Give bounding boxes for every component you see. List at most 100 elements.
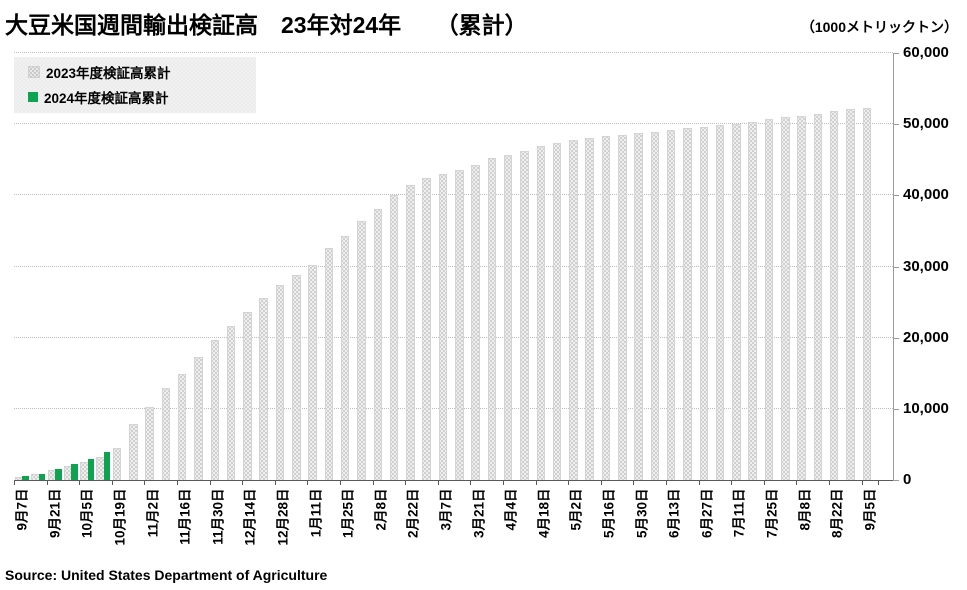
- y-tick-label: 10,000: [903, 399, 949, 417]
- x-tick: [372, 480, 374, 485]
- bar-2023: [194, 356, 203, 480]
- bar-2023: [438, 174, 448, 480]
- x-tick-label: 5月30日: [634, 488, 650, 539]
- x-tick: [144, 480, 146, 485]
- bar-2023: [666, 130, 676, 480]
- x-tick: [829, 480, 830, 485]
- bar-2023: [813, 113, 823, 480]
- bar-2023: [781, 117, 790, 480]
- bar-2024: [38, 473, 46, 480]
- x-tick: [763, 480, 765, 485]
- x-tick-label: 5月16日: [601, 488, 617, 539]
- legend-item-2024: 2024年度検証高累計: [28, 90, 169, 106]
- y-tick: [893, 266, 899, 268]
- bar-2023: [732, 123, 741, 480]
- bar-2023: [520, 150, 529, 480]
- gridline: [14, 265, 893, 267]
- bar-2023: [145, 407, 154, 480]
- x-tick-label: 2月8日: [373, 488, 389, 531]
- y-tick: [893, 53, 899, 54]
- bar-2023: [112, 447, 122, 480]
- x-tick: [405, 480, 407, 485]
- bar-2023: [357, 221, 366, 480]
- bar-2023: [683, 128, 692, 480]
- bar-2024: [55, 468, 62, 480]
- bar-2023: [226, 326, 236, 480]
- chart-title: 大豆米国週間輸出検証高 23年対24年 （累計）: [5, 12, 528, 38]
- y-tick: [893, 124, 899, 126]
- x-tick: [633, 480, 635, 485]
- bar-2023: [846, 108, 855, 480]
- legend-label-2023: 2023年度検証高累計: [46, 66, 171, 81]
- x-tick-label: 8月22日: [829, 488, 845, 539]
- x-tick-label: 1月25日: [340, 488, 356, 539]
- y-tick: [893, 195, 899, 197]
- x-tick: [731, 480, 733, 485]
- y-tick: [893, 480, 899, 481]
- x-tick: [535, 480, 537, 485]
- bar-2023: [259, 298, 268, 480]
- x-tick-label: 3月21日: [471, 488, 487, 539]
- x-tick: [14, 480, 15, 485]
- bar-2023: [601, 135, 611, 480]
- x-tick: [666, 480, 667, 485]
- legend: 2023年度検証高累計 2024年度検証高累計: [14, 57, 256, 113]
- legend-item-2023: 2023年度検証高累計: [28, 65, 171, 81]
- bar-2023: [748, 121, 757, 480]
- x-tick: [437, 480, 439, 485]
- x-tick: [600, 480, 602, 485]
- bar-2023: [129, 424, 138, 480]
- y-tick: [893, 337, 899, 339]
- x-tick-label: 3月7日: [438, 488, 454, 531]
- bar-2023: [161, 387, 171, 480]
- plot-area: [14, 52, 899, 485]
- unit-label: （1000メトリックトン）: [800, 19, 958, 35]
- x-tick: [877, 480, 879, 485]
- x-tick: [568, 480, 570, 485]
- bar-2023: [406, 185, 415, 480]
- bar-2023: [373, 208, 383, 480]
- bar-2024: [103, 451, 111, 480]
- bar-2023: [340, 235, 350, 480]
- gridline: [14, 52, 893, 53]
- x-tick-label: 5月2日: [568, 488, 584, 531]
- x-tick: [698, 480, 700, 485]
- bar-2023: [177, 374, 187, 480]
- x-tick: [177, 480, 178, 485]
- gridline: [14, 336, 893, 338]
- y-tick-label: 40,000: [903, 186, 949, 204]
- x-tick: [111, 480, 113, 485]
- bar-2023: [422, 177, 431, 480]
- bar-2023: [455, 170, 464, 480]
- bar-2023: [797, 116, 806, 480]
- bar-2023: [764, 118, 774, 480]
- x-tick-label: 9月5日: [862, 488, 878, 531]
- gridline: [14, 407, 893, 409]
- gridline: [14, 123, 893, 125]
- x-tick-label: 4月18日: [536, 488, 552, 539]
- x-tick: [274, 480, 276, 485]
- y-tick-label: 30,000: [903, 257, 949, 275]
- bar-2023: [471, 165, 480, 480]
- bar-2023: [275, 285, 285, 480]
- y-tick-label: 0: [903, 471, 912, 488]
- bar-2023: [389, 195, 399, 480]
- bar-2023: [650, 131, 660, 480]
- bar-2024: [87, 458, 95, 480]
- x-tick-label: 4月4日: [503, 488, 519, 531]
- bar-2023: [618, 134, 627, 480]
- bar-2023: [552, 143, 562, 480]
- x-tick-label: 6月13日: [666, 488, 682, 539]
- bar-2023: [324, 248, 334, 480]
- bar-2023: [503, 155, 513, 480]
- bar-2023: [715, 125, 725, 480]
- bar-2023: [210, 340, 220, 480]
- legend-swatch-2024-icon: [28, 92, 38, 102]
- bar-2024: [22, 476, 29, 480]
- x-tick-label: 7月11日: [731, 488, 747, 538]
- x-tick: [307, 480, 309, 485]
- bar-2023: [292, 274, 301, 480]
- x-tick-label: 2月22日: [405, 488, 421, 539]
- x-tick-label: 8月8日: [797, 488, 813, 531]
